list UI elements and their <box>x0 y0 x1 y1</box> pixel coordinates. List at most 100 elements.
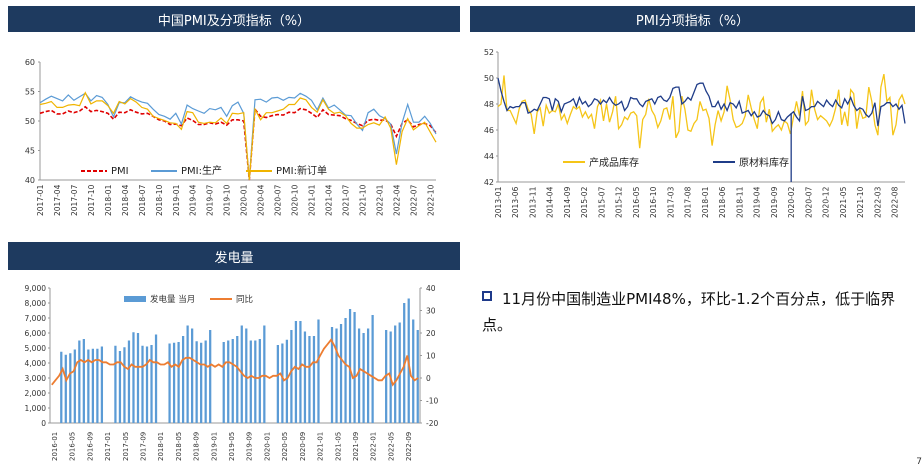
bar <box>96 348 99 423</box>
x-tick-label: 2017-07 <box>70 184 79 216</box>
x-tick-label: 2019-01 <box>210 432 218 461</box>
x-tick-label: 2017-09 <box>140 432 148 461</box>
bar <box>308 336 311 423</box>
x-tick-label: 2017-05 <box>122 432 130 461</box>
bar <box>299 321 302 423</box>
bar <box>204 340 207 423</box>
x-tick-label: 2022-08 <box>891 186 900 218</box>
bar <box>353 312 356 423</box>
bar <box>127 340 131 423</box>
bar <box>123 347 126 423</box>
y-tick-label: 45 <box>25 147 35 156</box>
left-tick-label: 9,000 <box>25 284 47 293</box>
x-tick-label: 2022-01 <box>370 432 378 461</box>
x-tick-label: 2017-03 <box>666 186 675 218</box>
y-tick-label: 44 <box>484 152 494 161</box>
bar <box>281 343 284 423</box>
pmi-line-chart: 40 45 50 55 60 2017-01 2017-04 2017-07 2017-10 20… <box>25 58 437 216</box>
left-tick-label: 6,000 <box>25 329 47 338</box>
right-tick-label: 30 <box>426 307 436 316</box>
x-tick-label: 2021-05 <box>334 432 342 461</box>
bar <box>168 343 171 423</box>
left-tick-label: 8,000 <box>25 299 47 308</box>
bar <box>150 345 153 423</box>
bar <box>132 332 135 423</box>
left-tick-label: 3,000 <box>25 374 47 383</box>
bar <box>60 351 63 423</box>
legend-label: PMI:新订单 <box>276 164 327 177</box>
x-tick-label: 2020-12 <box>822 186 831 218</box>
bar <box>276 345 279 423</box>
x-tick-label: 2018-11 <box>735 186 744 218</box>
y-tick-label: 46 <box>484 126 494 135</box>
series-line-0 <box>497 73 906 149</box>
bar <box>87 349 90 423</box>
x-tick-label: 2019-01 <box>172 184 181 216</box>
pmi-chart-title: 中国PMI及分项指标（%） <box>157 13 311 29</box>
x-tick-label: 2022-01 <box>375 184 384 216</box>
x-tick-label: 2013-01 <box>494 186 503 218</box>
x-tick-label: 2018-05 <box>175 432 183 461</box>
y-tick-label: 48 <box>484 100 494 109</box>
bar <box>154 334 158 423</box>
x-tick-label: 2022-09 <box>405 432 413 461</box>
bar <box>362 333 365 423</box>
x-tick-label: 2018-01 <box>157 432 165 461</box>
x-tick-label: 2022-07 <box>409 184 418 216</box>
right-tick-label: 10 <box>426 352 436 361</box>
pmi-summary-text: 11月份中国制造业PMI48%，环比-1.2个百分点，低于临界点。 <box>482 290 896 334</box>
right-tick-label: 40 <box>426 284 436 293</box>
x-tick-label: 2020-04 <box>257 184 266 216</box>
left-tick-label: 0 <box>41 419 46 428</box>
bar <box>249 340 252 423</box>
bar <box>227 340 230 423</box>
x-tick-label: 2016-01 <box>51 432 59 461</box>
x-tick-label: 2020-07 <box>274 184 283 216</box>
bar <box>82 339 85 423</box>
bar <box>254 340 257 423</box>
bar <box>412 319 415 423</box>
bar <box>78 340 81 423</box>
x-tick-label: 2014-04 <box>546 186 555 218</box>
bar <box>236 336 239 423</box>
power-generation-chart: 0 1,000 2,000 3,000 4,000 5,000 6,000 7,000 8,00… <box>25 284 439 461</box>
bar <box>263 325 266 423</box>
x-tick-label: 2018-01 <box>701 186 710 218</box>
x-tick-label: 2020-05 <box>281 432 289 461</box>
x-tick-label: 2020-10 <box>291 184 300 216</box>
bar <box>136 333 140 423</box>
bar <box>245 328 248 423</box>
x-tick-label: 2018-06 <box>718 186 727 218</box>
x-tick-label: 2019-07 <box>206 184 215 216</box>
bar <box>258 339 261 423</box>
bar <box>209 330 212 423</box>
bar <box>222 342 225 423</box>
bar <box>69 353 72 423</box>
x-tick-label: 2018-01 <box>104 184 113 216</box>
pmi-components-title-bar: PMI分项指标（%） <box>470 6 915 32</box>
bar <box>294 321 298 423</box>
right-tick-label: -20 <box>426 419 438 428</box>
x-tick-label: 2021-01 <box>317 432 325 461</box>
bar <box>186 325 189 423</box>
x-tick-label: 2018-10 <box>155 184 164 216</box>
page-number: 7 <box>916 457 922 467</box>
x-tick-label: 2022-04 <box>392 184 401 216</box>
x-tick-label: 2018-09 <box>193 432 201 461</box>
bar <box>348 309 352 423</box>
series-line-0 <box>39 105 437 181</box>
x-tick-label: 2021-01 <box>308 184 317 216</box>
x-tick-label: 2019-10 <box>223 184 232 216</box>
bar <box>303 331 307 423</box>
x-tick-label: 2016-05 <box>632 186 641 218</box>
x-tick-label: 2015-07 <box>597 186 606 218</box>
y-tick-label: 40 <box>25 176 35 185</box>
x-tick-label: 2021-09 <box>352 432 360 461</box>
pmi-components-title: PMI分项指标（%） <box>635 13 750 29</box>
x-tick-label: 2020-01 <box>240 184 249 216</box>
bar <box>172 342 176 423</box>
bar <box>145 346 149 423</box>
x-tick-label: 2022-05 <box>387 432 395 461</box>
y-tick-label: 60 <box>25 58 35 67</box>
power-chart-title: 发电量 <box>214 250 254 266</box>
